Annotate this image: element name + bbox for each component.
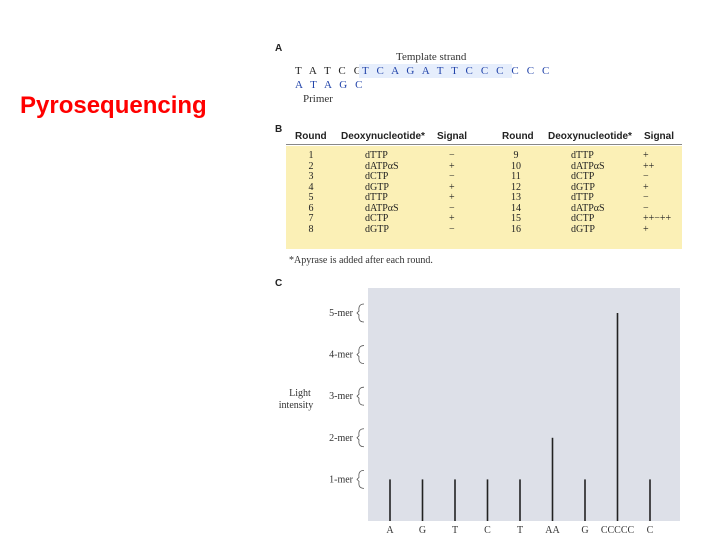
x-tick-label: G bbox=[581, 525, 588, 536]
cell-round: 9 bbox=[513, 150, 519, 161]
y-axis-label-line1: Light bbox=[289, 388, 311, 399]
x-tick-label: T bbox=[452, 525, 458, 536]
cell-round: 12 bbox=[511, 181, 521, 193]
y-tick-label: 2-mer bbox=[329, 433, 354, 444]
y-tick-bracket bbox=[356, 469, 365, 489]
cell-round: 7 bbox=[308, 213, 314, 224]
cell-round: 11 bbox=[511, 171, 521, 182]
x-tick-label: A bbox=[386, 525, 394, 536]
x-tick-label: C bbox=[647, 525, 654, 536]
y-tick-label: 1-mer bbox=[329, 474, 354, 485]
cell-signal: ++ bbox=[643, 160, 655, 172]
template-primer-part: T A T C G bbox=[295, 65, 365, 77]
cell-round: 16 bbox=[511, 223, 521, 235]
cell-signal: − bbox=[449, 223, 455, 235]
header-round-right: Round bbox=[502, 131, 534, 142]
cell-dntp: dTTP bbox=[571, 150, 594, 161]
x-tick-label: CCCCC bbox=[601, 525, 635, 536]
cell-dntp: dATPαS bbox=[571, 160, 605, 172]
cell-signal: − bbox=[643, 192, 649, 203]
cell-signal: − bbox=[449, 171, 455, 182]
signal-col-right: + ++ − + − − ++−++ + bbox=[643, 150, 672, 235]
round-col-left: 1 2 3 4 5 6 7 8 bbox=[300, 150, 322, 235]
cell-signal: + bbox=[449, 192, 455, 203]
cell-dntp: dCTP bbox=[571, 213, 595, 224]
cell-round: 13 bbox=[511, 192, 521, 203]
cell-dntp: dATPαS bbox=[571, 202, 605, 214]
x-tick-label: C bbox=[484, 525, 491, 536]
cell-dntp: dCTP bbox=[365, 171, 389, 182]
cell-signal: + bbox=[643, 223, 649, 235]
header-signal-left: Signal bbox=[437, 131, 468, 142]
cell-round: 8 bbox=[308, 223, 314, 235]
cell-round: 5 bbox=[308, 192, 314, 203]
x-tick-label: G bbox=[419, 525, 426, 536]
dntp-col-left: dTTP dATPαS dCTP dGTP dTTP dATPαS dCTP d… bbox=[365, 150, 399, 235]
y-axis-label-line2: intensity bbox=[279, 400, 313, 411]
slide-title: Pyrosequencing bbox=[20, 92, 207, 119]
cell-round: 2 bbox=[308, 160, 314, 172]
table-footnote: *Apyrase is added after each round. bbox=[289, 255, 433, 266]
table-rule bbox=[286, 144, 682, 145]
cell-signal: − bbox=[449, 150, 455, 161]
cell-round: 3 bbox=[308, 171, 314, 182]
plot-area bbox=[368, 288, 680, 521]
cell-signal: − bbox=[643, 171, 649, 182]
header-round-left: Round bbox=[295, 131, 327, 142]
cell-dntp: dGTP bbox=[365, 223, 389, 235]
cell-dntp: dATPαS bbox=[365, 160, 399, 172]
y-tick-bracket bbox=[356, 303, 365, 323]
cell-round: 14 bbox=[511, 202, 521, 214]
y-tick-bracket bbox=[356, 386, 365, 406]
cell-dntp: dTTP bbox=[571, 192, 594, 203]
cell-signal: − bbox=[449, 202, 455, 214]
cell-dntp: dGTP bbox=[571, 223, 595, 235]
cell-dntp: dTTP bbox=[365, 192, 388, 203]
cell-round: 4 bbox=[308, 181, 314, 193]
cell-round: 1 bbox=[308, 150, 314, 161]
cell-signal: + bbox=[449, 181, 455, 193]
x-tick-label: AA bbox=[545, 525, 560, 536]
cell-signal: − bbox=[643, 202, 649, 214]
template-rest: T C A G A T T C C C C C C bbox=[362, 65, 552, 77]
header-dntp-right: Deoxynucleotide* bbox=[548, 131, 632, 142]
cell-signal: ++−++ bbox=[643, 213, 672, 224]
cell-signal: + bbox=[449, 213, 455, 224]
cell-dntp: dCTP bbox=[365, 213, 389, 224]
panel-c-label: C bbox=[275, 278, 282, 289]
cell-round: 10 bbox=[511, 160, 521, 172]
bars bbox=[389, 312, 651, 521]
cell-round: 15 bbox=[511, 213, 521, 224]
table-body bbox=[286, 146, 682, 249]
round-col-right: 9 10 11 12 13 14 15 16 bbox=[505, 150, 527, 235]
cell-dntp: dATPαS bbox=[365, 202, 399, 214]
dntp-col-right: dTTP dATPαS dCTP dGTP dTTP dATPαS dCTP d… bbox=[571, 150, 605, 235]
cell-round: 6 bbox=[308, 202, 314, 214]
y-tick-bracket bbox=[356, 428, 365, 448]
y-tick-bracket bbox=[356, 345, 365, 364]
x-ticks: A G T C T AA G CCCCC C bbox=[386, 525, 653, 536]
cell-dntp: dGTP bbox=[365, 181, 389, 193]
primer-sequence: A T A G C bbox=[295, 79, 366, 91]
cell-signal: + bbox=[643, 181, 649, 193]
cell-signal: + bbox=[449, 160, 455, 172]
cell-signal: + bbox=[643, 150, 649, 161]
panel-a-label: A bbox=[275, 43, 283, 54]
header-dntp-left: Deoxynucleotide* bbox=[341, 131, 425, 142]
y-tick-label: 4-mer bbox=[329, 350, 354, 361]
cell-dntp: dGTP bbox=[571, 181, 595, 193]
header-signal-right: Signal bbox=[644, 131, 675, 142]
y-tick-label: 3-mer bbox=[329, 391, 354, 402]
y-ticks: 1-mer 2-mer 3-mer 4-mer 5-mer bbox=[329, 303, 365, 489]
y-tick-label: 5-mer bbox=[329, 308, 354, 319]
cell-dntp: dCTP bbox=[571, 171, 595, 182]
primer-caption: Primer bbox=[303, 93, 333, 105]
x-tick-label: T bbox=[517, 525, 523, 536]
signal-col-left: − + − + + − + − bbox=[449, 150, 455, 235]
template-strand-caption: Template strand bbox=[396, 51, 467, 63]
template-highlight bbox=[359, 64, 512, 78]
light-intensity-chart: C Light intensity 1-mer 2-mer 3-mer 4-mer 5-… bbox=[275, 278, 680, 536]
cell-dntp: dTTP bbox=[365, 150, 388, 161]
panel-b-label: B bbox=[275, 124, 283, 135]
